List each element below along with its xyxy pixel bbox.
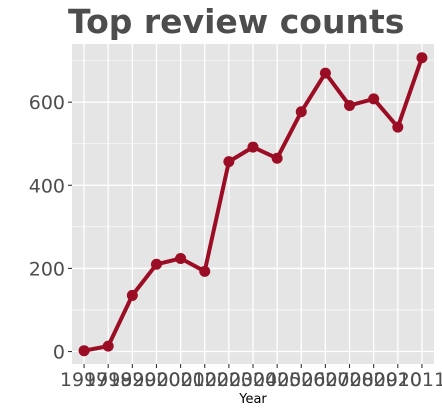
data-point (271, 152, 283, 164)
x-tick-label: 2002 (181, 369, 229, 391)
y-tick-label: 400 (29, 175, 65, 197)
y-tick-label: 600 (29, 92, 65, 114)
data-point (102, 340, 114, 352)
x-tick-label: 1999 (108, 369, 156, 391)
x-axis: 1997199819992000200120022003200420052006… (60, 364, 442, 391)
data-point (199, 265, 211, 277)
x-tick-label: 2006 (277, 369, 325, 391)
data-point (416, 52, 428, 64)
x-tick-label: 1997 (60, 369, 108, 391)
x-tick-label: 2001 (156, 369, 204, 391)
y-tick-label: 0 (53, 342, 65, 364)
data-point (295, 106, 307, 118)
x-tick-label: 2010 (374, 369, 422, 391)
x-tick-label: 2005 (253, 369, 301, 391)
data-point (150, 258, 162, 270)
x-tick-label: 2003 (205, 369, 253, 391)
y-axis: 0 200 400 600 (29, 92, 72, 364)
x-tick-label: 2008 (325, 369, 373, 391)
chart-title: Top review counts (68, 2, 405, 41)
y-tick-label: 200 (29, 258, 65, 280)
x-tick-label: 2007 (301, 369, 349, 391)
x-tick-label: 2004 (229, 369, 277, 391)
x-tick-label: 2000 (132, 369, 180, 391)
x-tick-label: 2011 (398, 369, 442, 391)
data-point (223, 156, 235, 168)
x-axis-title: Year (238, 392, 267, 407)
data-point (78, 345, 90, 357)
series-review-counts (78, 52, 428, 357)
x-tick-label: 2009 (349, 369, 397, 391)
data-point (392, 121, 404, 133)
x-tick-label: 1998 (84, 369, 132, 391)
data-point (175, 252, 187, 264)
data-point (247, 141, 259, 153)
data-point (368, 93, 380, 105)
data-point (319, 67, 331, 79)
data-point (344, 100, 356, 112)
data-point (126, 289, 138, 301)
